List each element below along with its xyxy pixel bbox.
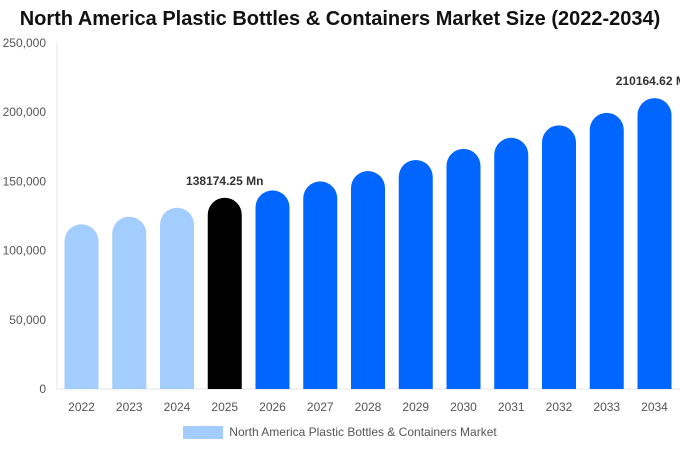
x-tick-label: 2033 (593, 400, 620, 414)
bar (398, 159, 433, 389)
y-tick-label: 0 (39, 382, 46, 396)
legend-swatch (183, 425, 224, 439)
y-tick-label: 250,000 (3, 36, 47, 50)
bar (112, 216, 147, 389)
x-tick-label: 2029 (402, 400, 429, 414)
bar (589, 112, 624, 389)
bar (255, 190, 290, 389)
x-tick-label: 2034 (641, 400, 668, 414)
data-label: 138174.25 Mn (186, 174, 263, 188)
x-tick-label: 2027 (307, 400, 334, 414)
y-tick-label: 50,000 (9, 313, 46, 327)
bar (494, 137, 529, 389)
bar (160, 207, 194, 389)
x-tick-label: 2023 (116, 400, 143, 414)
bar (207, 197, 242, 389)
legend-label: North America Plastic Bottles & Containe… (229, 425, 497, 439)
y-tick-label: 200,000 (3, 105, 47, 119)
x-tick-label: 2022 (68, 400, 95, 414)
data-label: 210164.62 Mn (616, 74, 680, 88)
legend[interactable]: North America Plastic Bottles & Containe… (0, 425, 680, 439)
x-tick-label: 2032 (546, 400, 573, 414)
chart-title: North America Plastic Bottles & Containe… (19, 8, 661, 30)
x-tick-label: 2030 (450, 400, 477, 414)
x-tick-label: 2026 (259, 400, 286, 414)
bar (637, 98, 672, 389)
bar (303, 181, 338, 389)
y-tick-label: 150,000 (3, 174, 47, 188)
y-tick-label: 100,000 (3, 244, 47, 258)
bar (351, 171, 385, 389)
bar (64, 224, 99, 389)
x-tick-label: 2024 (164, 400, 191, 414)
bar (542, 125, 576, 389)
x-tick-label: 2028 (355, 400, 382, 414)
x-tick-label: 2025 (211, 400, 238, 414)
x-tick-label: 2031 (498, 400, 525, 414)
bar (446, 148, 481, 389)
